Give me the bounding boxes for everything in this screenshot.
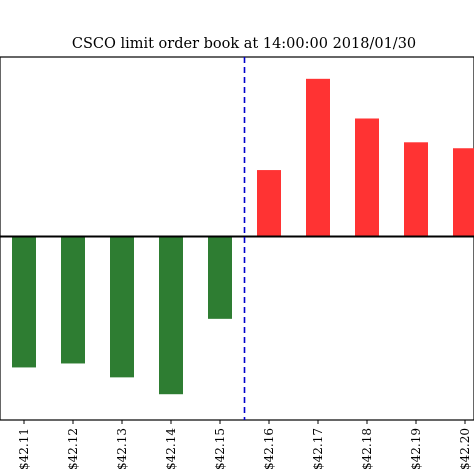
chart-title: CSCO limit order book at 14:00:00 2018/0… (72, 36, 416, 52)
ask-bar-6 (306, 78, 330, 237)
bid-bar-3 (159, 236, 183, 395)
plot-frame (0, 56, 474, 421)
bid-bar-1 (61, 236, 85, 364)
ask-bar-8 (404, 142, 428, 237)
x-tick-label-6: $42.17 (311, 428, 325, 470)
bid-bar-2 (110, 236, 134, 378)
x-tick-label-8: $42.19 (409, 428, 423, 470)
x-tick-label-9: $42.20 (458, 428, 472, 470)
ask-bar-5 (257, 170, 281, 237)
x-tick-label-0: $42.11 (17, 428, 31, 470)
x-tick-label-5: $42.16 (262, 428, 276, 470)
x-tick-label-4: $42.15 (213, 428, 227, 470)
bid-bar-4 (208, 236, 232, 319)
ask-bar-9 (453, 148, 474, 237)
x-tick-label-7: $42.18 (360, 428, 374, 470)
x-tick-label-2: $42.13 (115, 428, 129, 470)
bid-bar-0 (12, 236, 36, 368)
plot-area: $42.11 $42.12 $42.13 $42.14 $42.15 $42.16 $42.… (0, 56, 474, 470)
ask-bar-7 (355, 118, 379, 237)
x-tick-label-1: $42.12 (66, 428, 80, 470)
x-tick-label-3: $42.14 (164, 428, 178, 470)
